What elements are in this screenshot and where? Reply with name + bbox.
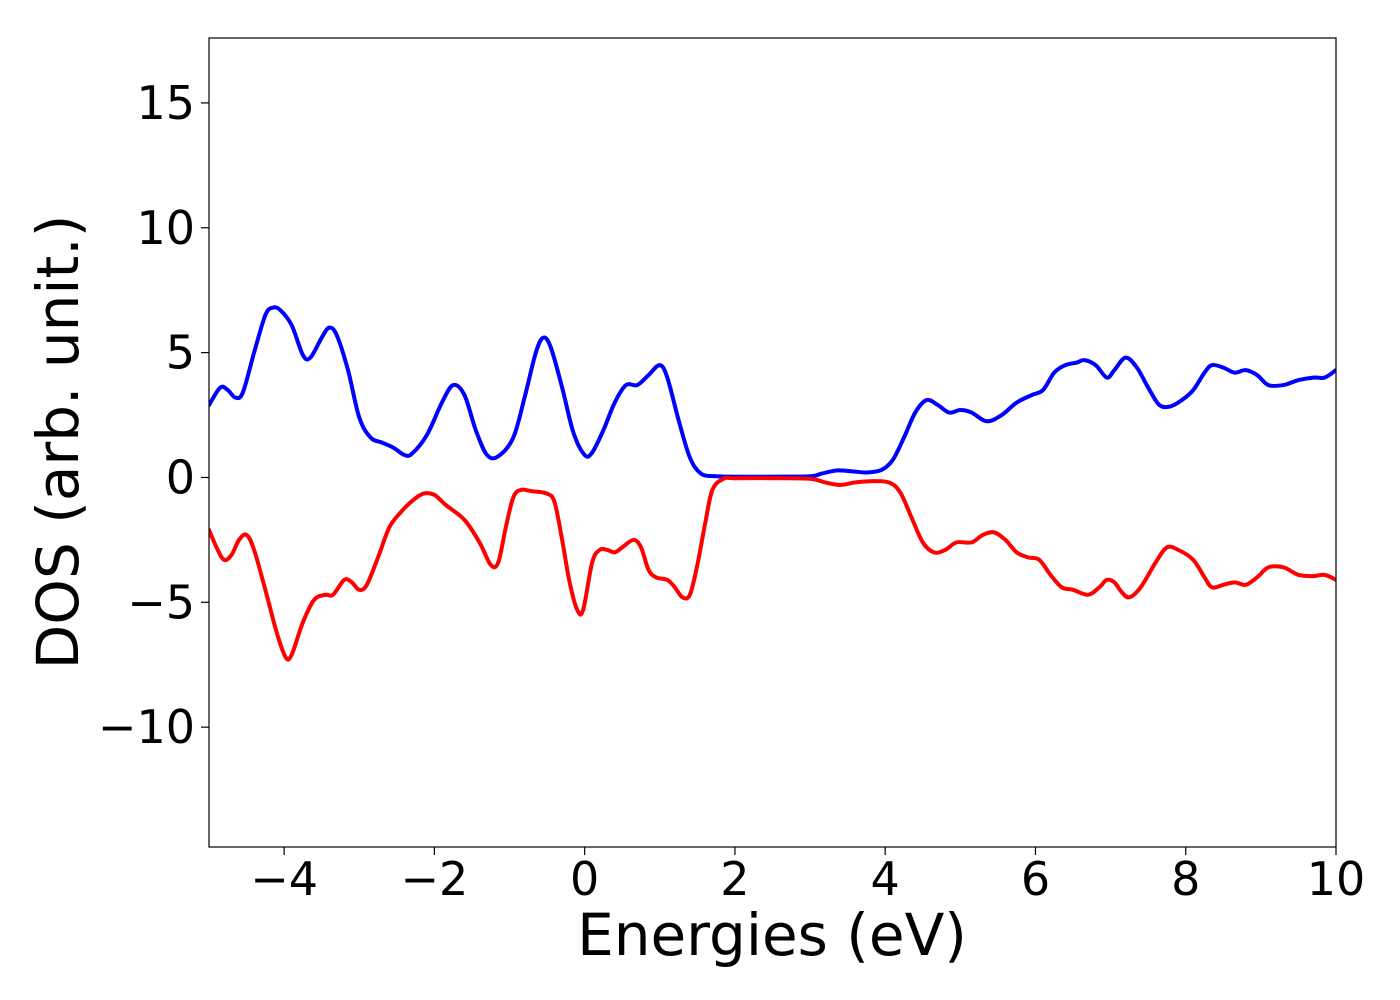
y-tick-label: 0 (166, 450, 195, 504)
x-tick-label: 0 (570, 852, 599, 906)
y-tick-label: −5 (127, 575, 195, 629)
x-tick-label: 2 (720, 852, 749, 906)
y-axis: −10 −5 0 5 10 15 (98, 76, 209, 754)
x-tick-label: 10 (1307, 852, 1366, 906)
x-tick-label: 8 (1171, 852, 1200, 906)
y-tick-label: 5 (166, 326, 195, 380)
dos-series-line-up (209, 305, 1336, 479)
x-tick-label: −4 (250, 852, 318, 906)
y-tick-label: −10 (98, 700, 195, 754)
dos-series-line-down (209, 475, 1336, 662)
x-axis: −4 −2 0 2 4 6 8 10 (250, 847, 1365, 906)
x-axis-label: Energies (eV) (577, 901, 967, 969)
x-tick-label: −2 (400, 852, 468, 906)
y-axis-label: DOS (arb. unit.) (24, 215, 92, 670)
y-tick-label: 15 (136, 76, 195, 130)
x-tick-label: 4 (871, 852, 900, 906)
x-tick-label: 6 (1021, 852, 1050, 906)
series-layer (209, 305, 1336, 662)
y-tick-label: 10 (136, 201, 195, 255)
plot-frame (208, 37, 1337, 848)
